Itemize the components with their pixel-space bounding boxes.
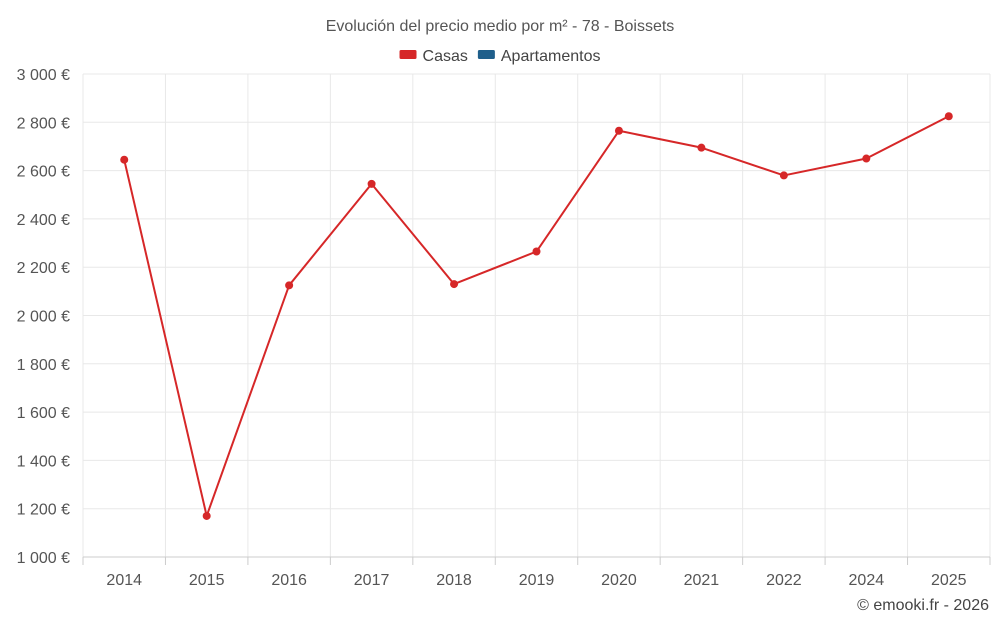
y-tick-label: 2 600 €	[17, 164, 70, 181]
y-tick-label: 1 600 €	[17, 405, 70, 422]
data-point	[120, 155, 129, 164]
legend-swatch-apartamentos	[477, 50, 495, 59]
data-point	[697, 143, 706, 152]
data-point	[862, 154, 871, 163]
x-tick-label: 2014	[106, 572, 142, 589]
data-point	[532, 247, 541, 256]
y-tick-label: 2 200 €	[17, 260, 70, 277]
x-tick-label: 2021	[684, 572, 720, 589]
y-gridlines	[83, 73, 990, 558]
legend-label-casas: Casas	[423, 48, 468, 65]
x-tick-label: 2018	[436, 572, 472, 589]
data-point	[614, 126, 623, 135]
data-point	[944, 112, 953, 121]
y-tick-label: 2 000 €	[17, 309, 70, 326]
data-point	[202, 511, 211, 520]
data-point	[779, 171, 788, 180]
data-point	[450, 280, 459, 289]
y-tick-label: 3 000 €	[17, 67, 70, 84]
x-axis: 2014 2015 2016 2017 2018 2019 2020 2021 2022 2024…	[82, 556, 991, 589]
data-point	[367, 179, 376, 188]
x-tick-label: 2019	[519, 572, 555, 589]
y-tick-label: 1 200 €	[17, 502, 70, 519]
x-gridlines	[82, 74, 991, 557]
y-tick-label: 2 400 €	[17, 212, 70, 229]
legend-label-apartamentos: Apartamentos	[501, 48, 601, 65]
credit-text: © emooki.fr - 2026	[857, 597, 989, 614]
chart-legend: Casas Apartamentos	[399, 48, 601, 65]
x-tick-label: 2025	[931, 572, 967, 589]
data-point	[285, 281, 294, 290]
x-tick-label: 2016	[271, 572, 307, 589]
series-layer	[120, 112, 953, 520]
x-tick-label: 2017	[354, 572, 390, 589]
chart-title: Evolución del precio medio por m² - 78 -…	[326, 18, 675, 35]
x-tick-label: 2024	[849, 572, 885, 589]
x-tick-label: 2015	[189, 572, 225, 589]
y-tick-label: 1 800 €	[17, 357, 70, 374]
y-tick-label: 1 000 €	[17, 550, 70, 567]
y-tick-label: 2 800 €	[17, 115, 70, 132]
x-tick-label: 2020	[601, 572, 637, 589]
legend-swatch-casas	[399, 50, 417, 59]
y-axis: 1 000 € 1 200 € 1 400 € 1 600 € 1 800 € 2 000…	[17, 67, 70, 567]
y-tick-label: 1 400 €	[17, 453, 70, 470]
x-tick-label: 2022	[766, 572, 802, 589]
